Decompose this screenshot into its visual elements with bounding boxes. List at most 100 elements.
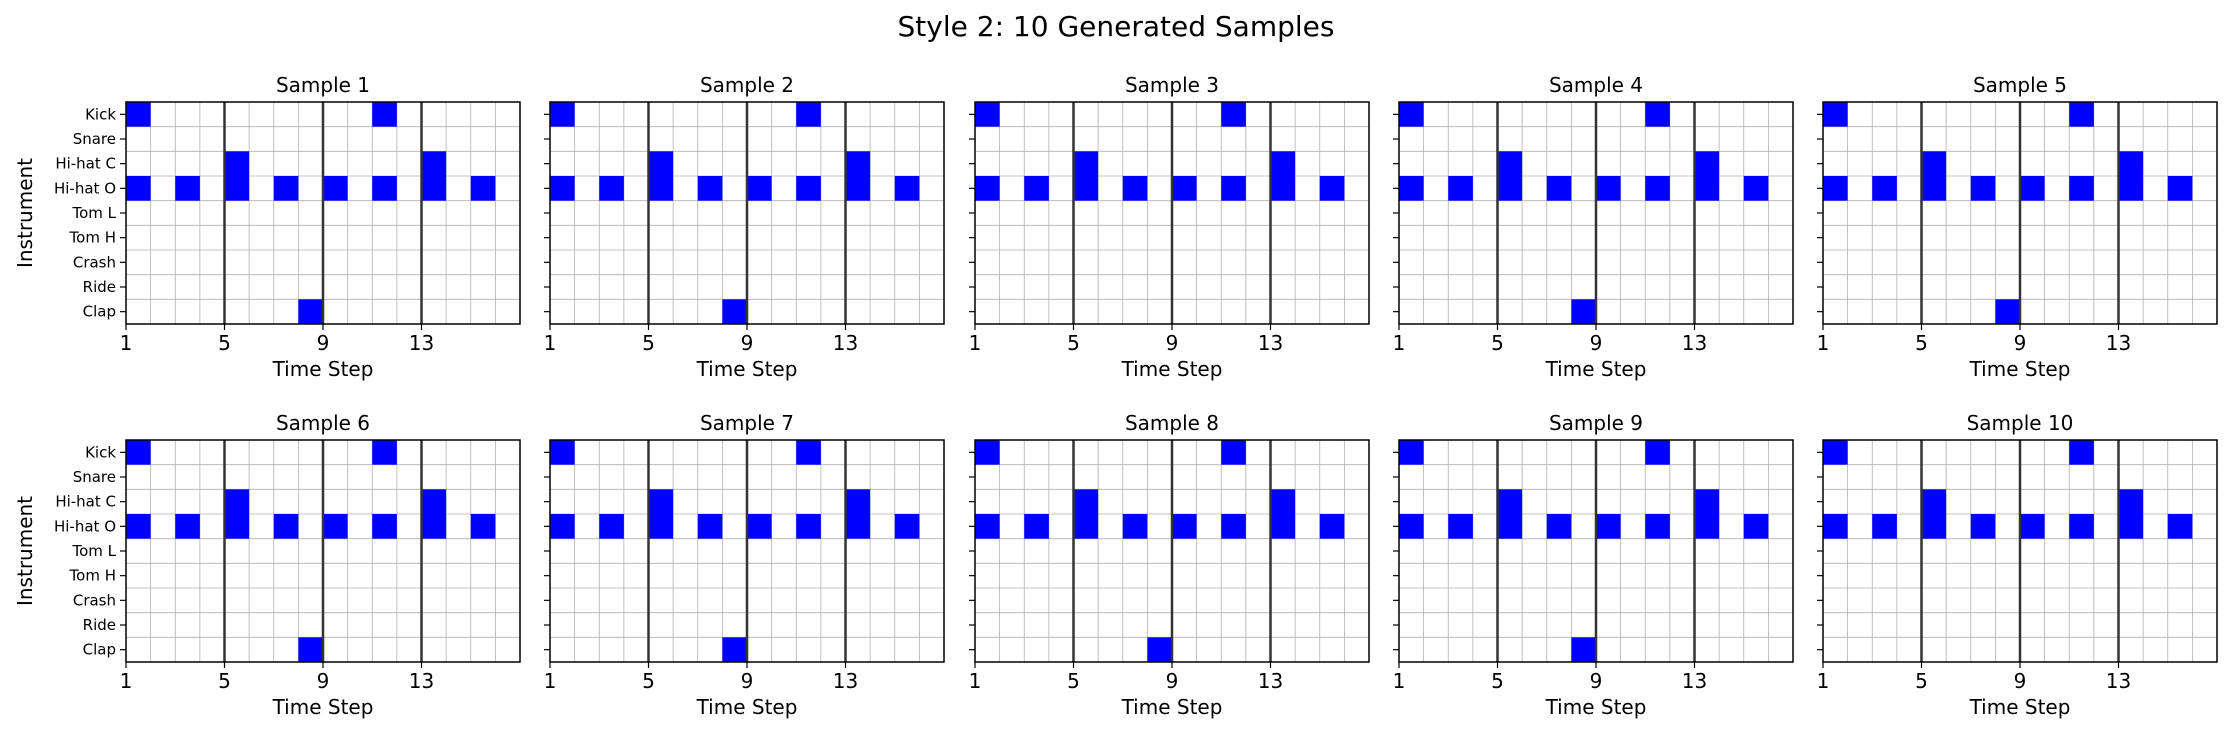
- hit-cell: [975, 440, 1000, 465]
- x-axis-label: Time Step: [1121, 695, 1223, 719]
- hit-cell: [298, 299, 323, 324]
- hit-cell: [1399, 176, 1424, 201]
- figure-title: Style 2: 10 Generated Samples: [898, 10, 1335, 43]
- x-tick-label: 9: [1166, 669, 1179, 693]
- sample-panel: Sample 8 1 5 9 13 Time Step: [969, 411, 1370, 719]
- hit-cell: [1399, 102, 1424, 127]
- hit-cell: [1399, 514, 1424, 539]
- panel-title: Sample 6: [276, 411, 370, 435]
- hit-cell: [1122, 514, 1148, 539]
- y-tick-label: Tom H: [69, 229, 116, 247]
- hit-cell: [126, 176, 151, 201]
- y-tick-label: Clap: [83, 303, 116, 321]
- y-tick-label: Ride: [83, 616, 116, 634]
- hit-cell: [1073, 514, 1099, 539]
- y-tick-label: Snare: [73, 130, 116, 148]
- hit-cell: [1694, 151, 1720, 176]
- panel-title: Sample 9: [1549, 411, 1643, 435]
- hit-cell: [1571, 299, 1596, 324]
- hit-cell: [421, 489, 447, 514]
- x-tick-label: 1: [1817, 331, 1830, 355]
- x-tick-label: 9: [741, 331, 754, 355]
- hit-cell: [894, 514, 920, 539]
- x-axis-label: Time Step: [1545, 695, 1647, 719]
- hit-cell: [1073, 151, 1099, 176]
- hit-cell: [975, 176, 1000, 201]
- y-tick-label: Hi-hat O: [54, 517, 116, 535]
- hit-cell: [372, 440, 397, 465]
- sample-panel: Sample 1 1 5 9 13 Time Step Kick Snare Hi-hat C H…: [13, 73, 521, 381]
- x-tick-label: 1: [120, 331, 133, 355]
- hit-cell: [1596, 514, 1621, 539]
- y-axis-label: Instrument: [13, 158, 37, 268]
- hit-cell: [372, 176, 397, 201]
- x-tick-label: 5: [1915, 669, 1928, 693]
- hit-cell: [1645, 102, 1670, 127]
- x-tick-label: 1: [969, 669, 982, 693]
- x-tick-label: 5: [1491, 669, 1504, 693]
- x-tick-label: 5: [218, 669, 231, 693]
- hit-cell: [1995, 299, 2020, 324]
- x-tick-label: 13: [409, 331, 434, 355]
- hit-cell: [796, 440, 821, 465]
- hit-cell: [796, 176, 821, 201]
- x-tick-label: 13: [1682, 331, 1707, 355]
- hit-cell: [550, 440, 575, 465]
- panel-title: Sample 5: [1973, 73, 2067, 97]
- hit-cell: [1497, 489, 1523, 514]
- x-tick-label: 13: [833, 331, 858, 355]
- hit-cell: [1823, 176, 1848, 201]
- sample-panel: Sample 6 1 5 9 13 Time Step Kick Snare Hi-hat C H…: [13, 411, 521, 719]
- hit-cell: [975, 102, 1000, 127]
- y-tick-label: Tom L: [71, 542, 116, 560]
- hit-cell: [1921, 489, 1947, 514]
- hit-cell: [1221, 176, 1246, 201]
- hit-cell: [1172, 514, 1197, 539]
- hit-cell: [1970, 176, 1996, 201]
- hit-cell: [2020, 176, 2045, 201]
- hit-cell: [2069, 440, 2094, 465]
- hit-cell: [470, 514, 496, 539]
- hit-cell: [323, 176, 348, 201]
- hit-cell: [421, 176, 447, 201]
- x-axis-label: Time Step: [1121, 357, 1223, 381]
- hit-cell: [2118, 489, 2144, 514]
- hit-cell: [2069, 514, 2094, 539]
- hit-cell: [1497, 151, 1523, 176]
- sample-panel: Sample 9 1 5 9 13 Time Step: [1393, 411, 1794, 719]
- hit-cell: [894, 176, 920, 201]
- x-tick-label: 5: [1067, 669, 1080, 693]
- hit-cell: [550, 514, 575, 539]
- hit-cell: [845, 176, 871, 201]
- x-tick-label: 9: [317, 669, 330, 693]
- panel-title: Sample 4: [1549, 73, 1643, 97]
- hit-cell: [1872, 176, 1897, 201]
- sample-panel: Sample 7 1 5 9 13 Time Step: [544, 411, 945, 719]
- hit-cell: [796, 514, 821, 539]
- y-axis-label: Instrument: [13, 496, 37, 606]
- y-tick-label: Ride: [83, 278, 116, 296]
- hit-cell: [845, 514, 871, 539]
- x-tick-label: 5: [1067, 331, 1080, 355]
- hit-cell: [1823, 102, 1848, 127]
- x-tick-label: 9: [1590, 669, 1603, 693]
- hit-cell: [845, 489, 871, 514]
- hit-cell: [1073, 489, 1099, 514]
- hit-cell: [722, 299, 747, 324]
- hit-cell: [2118, 514, 2144, 539]
- x-tick-label: 5: [642, 669, 655, 693]
- x-tick-label: 1: [120, 669, 133, 693]
- x-tick-label: 1: [969, 331, 982, 355]
- y-tick-label: Crash: [73, 591, 116, 609]
- hit-cell: [1147, 637, 1172, 662]
- hit-cell: [1645, 176, 1670, 201]
- x-axis-label: Time Step: [1969, 695, 2071, 719]
- hit-cell: [1571, 637, 1596, 662]
- sample-panel: Sample 4 1 5 9 13 Time Step: [1393, 73, 1794, 381]
- x-tick-label: 9: [2014, 669, 2027, 693]
- x-axis-label: Time Step: [696, 695, 798, 719]
- hit-cell: [1399, 440, 1424, 465]
- x-tick-label: 13: [409, 669, 434, 693]
- y-tick-label: Crash: [73, 253, 116, 271]
- hit-cell: [1270, 514, 1296, 539]
